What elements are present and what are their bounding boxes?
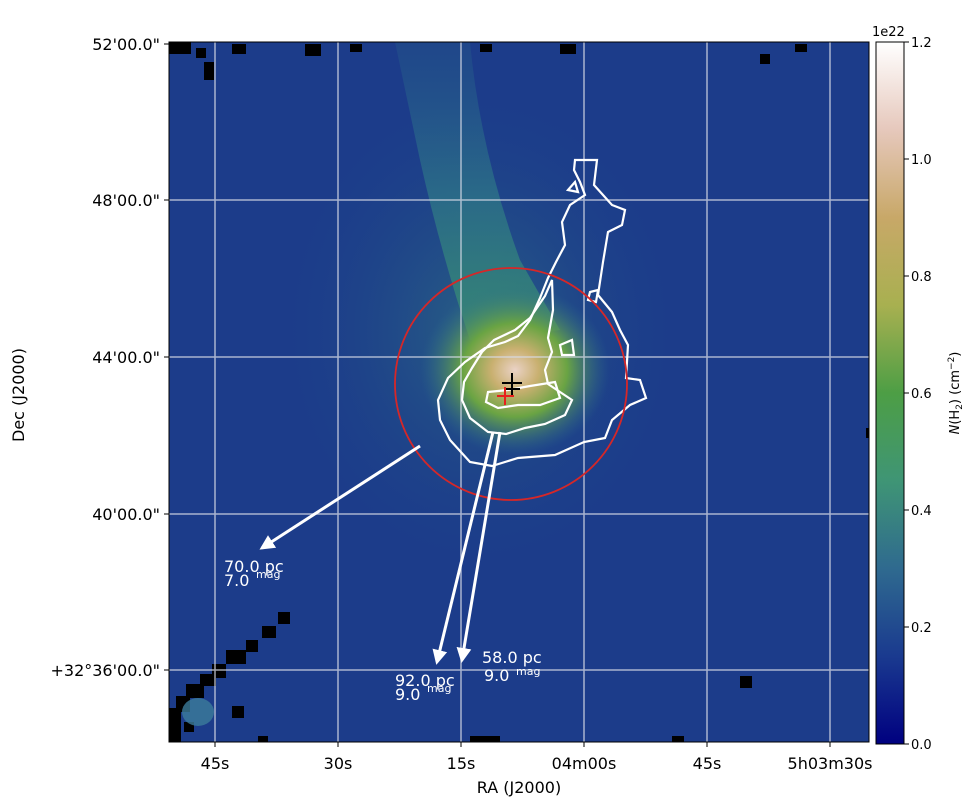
x-tick-label: 30s: [324, 754, 353, 773]
coordinate-grid: [169, 42, 869, 742]
colorbar-tick-label: 0.8: [911, 270, 932, 285]
svg-text:9.0: 9.0: [484, 666, 509, 685]
y-tick-label: +32°36'00.0": [50, 661, 160, 680]
map-panel: 70.0 pc 7.0 mag 92.0 pc 9.0 mag 58.0 pc …: [169, 42, 869, 742]
colorbar-strip: [875, 41, 905, 745]
colorbar-tick-label: 0.4: [911, 504, 932, 519]
arrow-92pc: [432, 431, 495, 665]
x-tick-label: 45s: [693, 754, 722, 773]
svg-text:70.0 pc: 70.0 pc: [224, 557, 284, 576]
colorbar-tick-label: 0.0: [911, 738, 932, 753]
annotation-92pc: 92.0 pc 9.0 mag: [395, 671, 455, 704]
x-tick-label: 45s: [201, 754, 230, 773]
y-tick-label: 40'00.0": [92, 505, 160, 524]
annotation-70pc: 70.0 pc 7.0 mag: [224, 557, 284, 590]
x-tick-label: 04m00s: [552, 754, 617, 773]
outer-contour: [436, 158, 648, 468]
y-axis: 52'00.0" 48'00.0" 44'00.0" 40'00.0" +32°…: [9, 35, 169, 680]
contours: [436, 158, 648, 468]
plot-frame: [168, 41, 870, 743]
svg-text:9.0: 9.0: [395, 685, 420, 704]
svg-text:mag: mag: [427, 682, 451, 695]
colorbar-tick-label: 1.2: [911, 36, 932, 51]
colorbar: 1e22 0.0 0.2 0.4 0.6 0.8 1.0 1.2 N(H2) (…: [872, 25, 965, 753]
y-tick-label: 52'00.0": [92, 35, 160, 54]
red-cross-marker: [497, 387, 514, 405]
inner-contour: [460, 279, 574, 436]
svg-text:mag: mag: [516, 665, 540, 678]
aperture-circle: [394, 267, 628, 501]
colorbar-tick-label: 1.0: [911, 153, 932, 168]
x-axis: 45s 30s 15s 04m00s 45s 5h03m30s RA (J200…: [201, 742, 873, 797]
y-tick-label: 44'00.0": [92, 348, 160, 367]
core-emission: [420, 285, 610, 455]
colorbar-offset-text: 1e22: [872, 25, 905, 40]
arrow-58pc: [456, 431, 502, 663]
svg-text:58.0 pc: 58.0 pc: [482, 648, 542, 667]
svg-text:92.0 pc: 92.0 pc: [395, 671, 455, 690]
svg-text:mag: mag: [256, 568, 280, 581]
x-axis-label: RA (J2000): [477, 778, 561, 797]
annotation-58pc: 58.0 pc 9.0 mag: [482, 648, 542, 685]
svg-text:7.0: 7.0: [224, 571, 249, 590]
colorbar-tick-label: 0.6: [911, 387, 932, 402]
direction-arrows: [259, 431, 502, 665]
y-tick-label: 48'00.0": [92, 191, 160, 210]
y-axis-label: Dec (J2000): [9, 348, 28, 442]
x-tick-label: 15s: [447, 754, 476, 773]
colorbar-tick-label: 0.2: [911, 621, 932, 636]
arrow-70pc: [259, 444, 421, 550]
black-cross-marker: [502, 373, 522, 395]
no-data-pixels: [169, 42, 869, 742]
x-tick-label: 5h03m30s: [788, 754, 873, 773]
colorbar-label: N(H2) (cm−2): [947, 352, 965, 435]
bottom-left-emission: [182, 698, 214, 726]
northern-plume: [395, 42, 560, 340]
